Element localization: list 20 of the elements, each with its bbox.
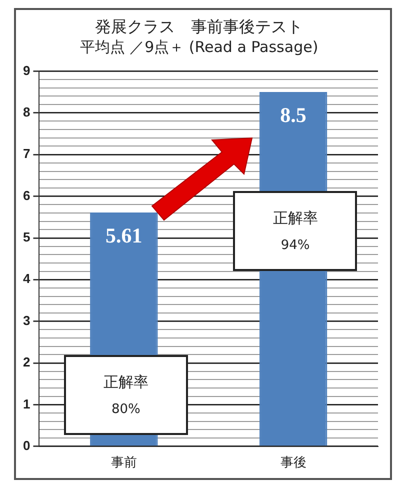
y-tick-label: 8 (22, 104, 30, 120)
y-tick-label: 6 (22, 188, 30, 203)
annotation: 正解率 80% (103, 373, 148, 417)
y-tick-label: 2 (22, 354, 30, 370)
y-tick-label: 1 (22, 396, 30, 412)
data-label: 5.61 (106, 223, 142, 248)
y-tick-label: 0 (22, 438, 30, 453)
chart-subtitle: 平均点 ／9点＋ (Read a Passage) (80, 38, 318, 56)
x-tick-label: 事後 (280, 456, 306, 471)
y-tick-label: 3 (22, 312, 30, 328)
annotation: 正解率 94% (272, 209, 318, 253)
data-label: 8.5 (280, 102, 306, 127)
chart-title: 発展クラス 事前事後テスト (95, 16, 303, 36)
y-tick-label: 5 (22, 230, 30, 245)
y-tick-label: 4 (22, 271, 31, 286)
callout-box: 正解率 94% (233, 191, 358, 271)
callout-box: 正解率 80% (64, 355, 188, 435)
y-tick-label: 9 (22, 62, 30, 78)
y-tick-label: 7 (22, 146, 30, 162)
x-tick-label: 事前 (110, 456, 137, 471)
